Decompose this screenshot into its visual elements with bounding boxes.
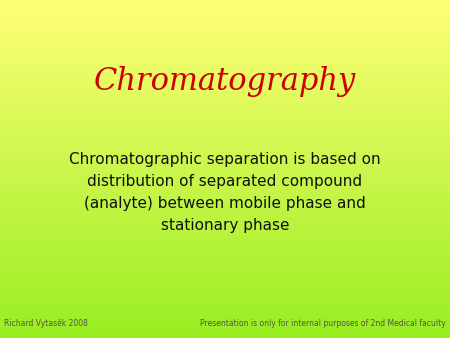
Text: Chromatographic separation is based on
distribution of separated compound
(analy: Chromatographic separation is based on d… — [69, 152, 381, 234]
Text: Presentation is only for internal purposes of 2nd Medical faculty: Presentation is only for internal purpos… — [200, 319, 446, 328]
Text: Chromatography: Chromatography — [94, 66, 356, 97]
Text: Richard Vytasěk 2008: Richard Vytasěk 2008 — [4, 319, 88, 328]
